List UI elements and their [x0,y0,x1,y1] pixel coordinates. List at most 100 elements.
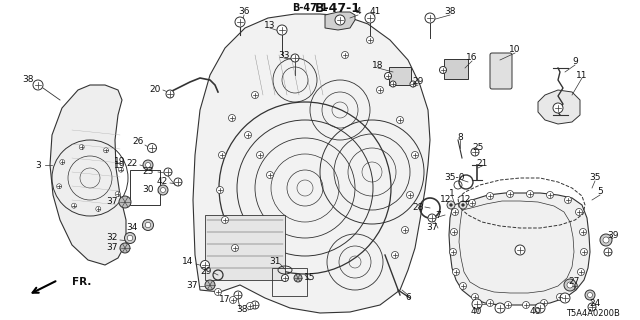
Circle shape [547,191,554,198]
Circle shape [577,268,584,276]
Circle shape [143,160,153,170]
Circle shape [585,290,595,300]
Text: 35-0: 35-0 [445,173,465,182]
Circle shape [120,243,130,253]
Circle shape [557,293,563,300]
Circle shape [385,73,392,79]
Circle shape [459,201,467,209]
Text: 31: 31 [269,258,281,267]
Circle shape [119,196,131,208]
Circle shape [449,249,456,255]
Circle shape [468,199,476,206]
Circle shape [96,206,100,212]
Text: 37: 37 [426,223,438,233]
Circle shape [515,245,525,255]
Circle shape [164,168,172,176]
Circle shape [560,293,570,303]
Circle shape [257,151,264,158]
Text: 39: 39 [607,230,619,239]
Circle shape [216,187,223,194]
Circle shape [495,303,505,313]
Circle shape [472,293,479,300]
Text: 7: 7 [435,211,441,220]
Circle shape [277,25,287,35]
Text: 4: 4 [355,7,361,17]
Circle shape [564,279,576,291]
Circle shape [535,303,545,313]
Text: 16: 16 [467,53,477,62]
Text: 37: 37 [106,197,118,206]
Text: 21: 21 [476,158,488,167]
Circle shape [401,227,408,234]
Text: 37: 37 [106,244,118,252]
Circle shape [406,191,413,198]
Text: 13: 13 [264,20,276,29]
Text: 27: 27 [568,277,580,286]
Circle shape [376,86,383,93]
Text: 30: 30 [142,186,154,195]
Circle shape [158,185,168,195]
Text: 36: 36 [238,7,250,17]
Circle shape [570,283,577,290]
Circle shape [147,143,157,153]
Circle shape [252,92,259,99]
Circle shape [392,252,399,259]
Circle shape [451,228,458,236]
Circle shape [588,303,596,311]
Text: 10: 10 [509,45,521,54]
Text: 11: 11 [576,70,588,79]
Text: 9: 9 [572,58,578,67]
Polygon shape [538,90,580,124]
Circle shape [567,282,573,288]
Circle shape [428,214,436,222]
Text: 12: 12 [440,196,452,204]
Circle shape [166,90,174,98]
Circle shape [342,52,349,59]
Circle shape [564,196,572,204]
Text: 29: 29 [412,77,424,86]
Circle shape [452,268,460,276]
Circle shape [390,81,396,87]
Text: 20: 20 [149,85,161,94]
Text: 28: 28 [412,203,424,212]
Circle shape [232,244,239,252]
Circle shape [335,15,345,25]
Text: 42: 42 [156,178,168,187]
Circle shape [200,260,209,269]
Circle shape [579,228,586,236]
Polygon shape [193,14,430,313]
Circle shape [143,220,154,230]
Circle shape [174,178,182,186]
FancyBboxPatch shape [444,59,468,79]
Text: 33: 33 [278,51,290,60]
Circle shape [246,302,253,309]
Text: 40: 40 [470,308,482,316]
Circle shape [33,80,43,90]
Circle shape [575,209,582,215]
Circle shape [425,13,435,23]
Circle shape [460,283,467,290]
Circle shape [234,291,242,299]
Text: B-47-1: B-47-1 [315,2,361,14]
Circle shape [410,81,416,87]
Circle shape [397,116,403,124]
Text: 18: 18 [372,60,384,69]
Text: 38: 38 [236,306,248,315]
Text: 14: 14 [182,258,194,267]
Text: 38: 38 [22,76,34,84]
Circle shape [145,222,151,228]
Circle shape [161,188,166,193]
FancyBboxPatch shape [389,67,411,85]
Circle shape [205,280,215,290]
Text: 3: 3 [35,161,41,170]
Polygon shape [50,85,126,265]
Text: T5A4A0200B: T5A4A0200B [566,308,620,317]
Circle shape [451,209,458,215]
Circle shape [506,190,513,197]
Circle shape [603,237,609,243]
Circle shape [291,54,299,62]
Circle shape [228,115,236,122]
Text: 34: 34 [126,222,138,231]
Circle shape [541,300,547,307]
Circle shape [214,289,221,295]
